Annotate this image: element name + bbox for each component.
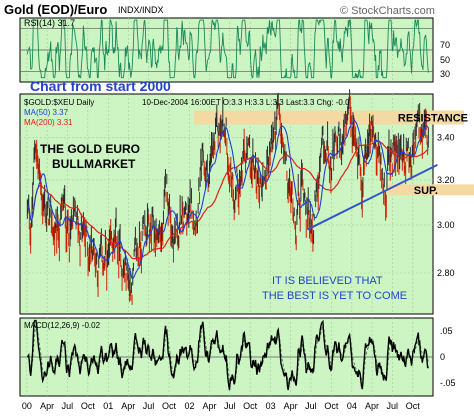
x-tick-label: Apr [40, 401, 54, 411]
macd-label: MACD(12,26,9) -0.02 [24, 321, 101, 330]
x-tick-label: Oct [162, 401, 177, 411]
exchange-label: INDX/INDX [118, 5, 164, 15]
price-layer [26, 89, 429, 305]
x-tick-label: Jul [387, 401, 399, 411]
x-axis-labels: 00 Apr Jul Oct 01 Apr Jul Oct 02 Apr Jul Oct 03 Apr Ju… [22, 401, 420, 411]
x-tick-label: 00 [22, 401, 32, 411]
macd-tick-neg: -.05 [440, 378, 456, 388]
x-tick-label: Oct [324, 401, 339, 411]
price-tick-300: 3.00 [437, 220, 455, 230]
rsi-tick-50: 50 [440, 55, 450, 65]
resistance-label: RESISTANCE [398, 112, 468, 124]
price-tick-340: 3.40 [437, 133, 455, 143]
bull-text-1: THE GOLD EURO [40, 142, 140, 156]
watermark: © StockCharts.com [340, 5, 435, 17]
x-tick-label: 04 [347, 401, 357, 411]
quote-label: 10-Dec-2004 16:00ET O:3.3 H:3.3 L:3.3 La… [142, 98, 350, 107]
rsi-layer [20, 19, 433, 79]
rsi-tick-30: 30 [440, 69, 450, 79]
x-tick-label: 02 [184, 401, 194, 411]
rsi-line [26, 19, 429, 79]
price-panel [19, 93, 434, 315]
believed-text-1: IT IS BELIEVED THAT [272, 275, 383, 287]
x-tick-label: Apr [121, 401, 135, 411]
chart-title: Gold (EOD)/Euro [4, 2, 107, 17]
support-label: SUP. [414, 185, 438, 197]
x-tick-label: Apr [365, 401, 379, 411]
ma50-line [26, 119, 429, 280]
macd-layer [20, 319, 433, 391]
macd-tick-zero: 0 [440, 352, 445, 362]
macd-signal-line [27, 323, 429, 385]
x-tick-label: 01 [103, 401, 113, 411]
x-tick-label: Apr [284, 401, 298, 411]
x-tick-label: Jul [224, 401, 236, 411]
rsi-tick-70: 70 [440, 40, 450, 50]
x-tick-label: Oct [81, 401, 96, 411]
x-tick-label: Jul [62, 401, 74, 411]
uptrend-line [306, 163, 438, 231]
rsi-annotation: Chart from start 2000 [30, 78, 171, 94]
symbol-label: $GOLD:$XEU Daily [24, 98, 94, 107]
x-tick-label: Oct [243, 401, 258, 411]
price-axis-ticks: 3.40 3.20 3.00 2.80 [437, 133, 455, 278]
x-tick-label: Jul [305, 401, 317, 411]
x-tick-label: Oct [406, 401, 421, 411]
ma50-label: MA(50) 3.37 [24, 108, 69, 117]
x-tick-label: Jul [143, 401, 155, 411]
ma200-label: MA(200) 3.31 [24, 118, 73, 127]
price-tick-320: 3.20 [437, 175, 455, 185]
rsi-label: RSI(14) 31.7 [24, 18, 75, 28]
macd-line [26, 319, 429, 391]
bull-text-2: BULLMARKET [52, 157, 136, 171]
macd-axis-ticks: .05 0 -.05 [440, 326, 456, 388]
believed-text-2: THE BEST IS YET TO COME [262, 290, 407, 302]
macd-tick-pos: .05 [440, 326, 453, 336]
resistance-band [194, 110, 464, 125]
x-tick-label: Apr [202, 401, 216, 411]
x-tick-label: 03 [266, 401, 276, 411]
support-band [388, 184, 474, 196]
price-tick-280: 2.80 [437, 268, 455, 278]
